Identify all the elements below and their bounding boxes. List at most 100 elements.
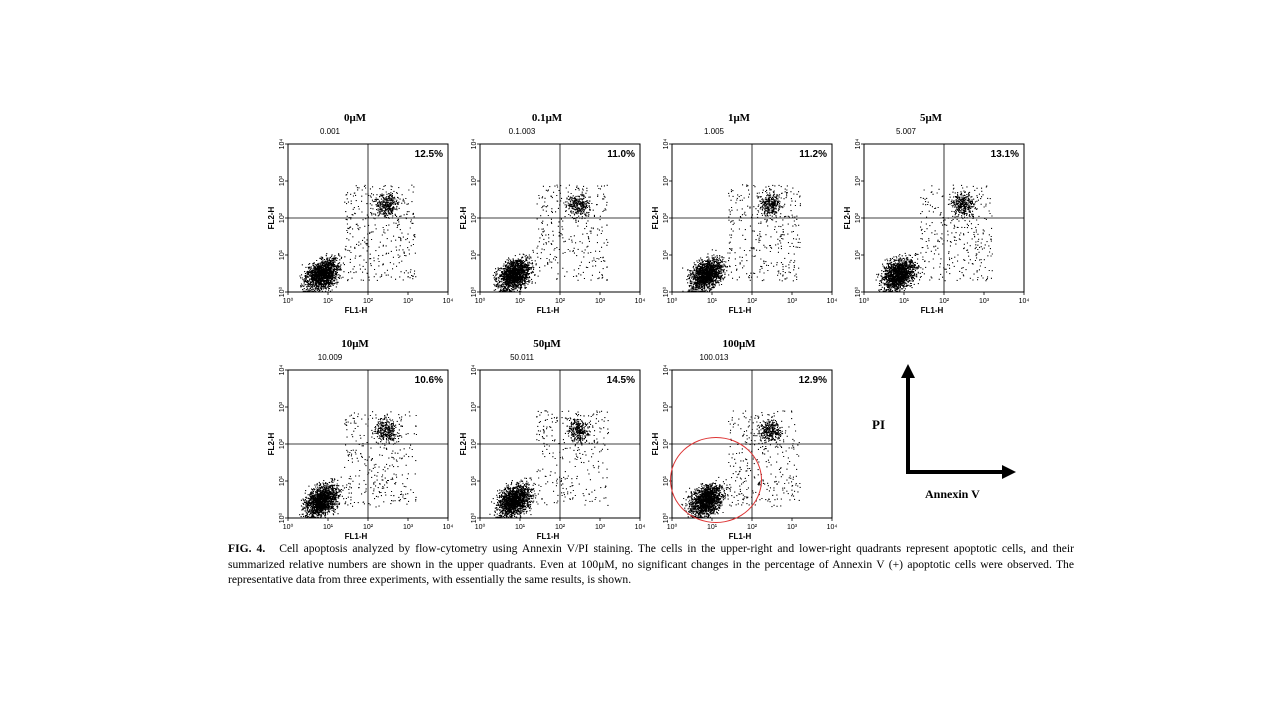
event-dots (299, 411, 417, 518)
x-tick-label: 10² (747, 524, 758, 531)
upper-right-percent: 11.0% (607, 149, 635, 160)
y-tick-label: 10¹ (279, 475, 286, 486)
y-axis-label: FL2-H (459, 432, 468, 455)
scatter-points (299, 411, 417, 518)
scatter-points (489, 410, 609, 518)
upper-right-percent: 12.5% (415, 149, 443, 160)
panel-title: 0.1μM (531, 112, 563, 124)
y-tick-label: 10⁴ (663, 365, 670, 376)
event-dots (682, 184, 801, 292)
y-tick-label: 10¹ (471, 249, 478, 260)
y-tick-label: 10³ (471, 175, 478, 186)
panel-title: 0μM (343, 112, 367, 124)
caption-text: Cell apoptosis analyzed by flow-cytometr… (228, 542, 1075, 586)
x-tick-label: 10⁰ (283, 523, 294, 531)
x-tick-label: 10¹ (323, 524, 334, 531)
x-tick-label: 10³ (403, 298, 414, 305)
y-tick-label: 10⁴ (663, 139, 670, 150)
x-tick-label: 10⁰ (283, 297, 294, 305)
x-tick-label: 10² (747, 298, 758, 305)
flow-panel: 0.1μM 0.1.003 11.0% 10⁰ 10⁰ 10¹ 10¹ 10² 10² 10³ 10… (459, 112, 645, 315)
x-tick-label: 10⁰ (859, 297, 870, 305)
y-tick-label: 10² (279, 438, 286, 449)
x-tick-label: 10³ (403, 524, 414, 531)
y-tick-label: 10² (663, 438, 670, 449)
upper-right-percent: 10.6% (415, 375, 443, 386)
upper-right-percent: 14.5% (607, 375, 635, 386)
y-tick-label: 10⁰ (662, 513, 670, 524)
y-tick-label: 10⁰ (662, 287, 670, 298)
y-tick-label: 10⁰ (470, 287, 478, 298)
y-tick-label: 10⁴ (471, 365, 478, 376)
flow-panel: 5μM 5.007 13.1% 10⁰ 10⁰ 10¹ 10¹ 10² 10² 10³ 10³ 10⁴… (843, 112, 1029, 315)
y-tick-label: 10¹ (663, 475, 670, 486)
y-tick-label: 10³ (663, 401, 670, 412)
panel-title: 1μM (727, 112, 751, 124)
x-axis-label: FL1-H (921, 306, 944, 315)
event-dots (492, 184, 609, 292)
y-tick-label: 10² (471, 212, 478, 223)
y-tick-label: 10¹ (279, 249, 286, 260)
event-dots (299, 184, 417, 292)
x-tick-label: 10⁴ (635, 298, 646, 305)
panel-sample-id: 100.013 (699, 353, 729, 362)
annexin-axis-label: Annexin V (925, 487, 980, 501)
x-tick-label: 10¹ (515, 524, 526, 531)
x-axis-label: FL1-H (345, 532, 368, 541)
scatter-points (682, 184, 801, 292)
x-tick-label: 10⁴ (1019, 298, 1030, 305)
x-tick-label: 10² (939, 298, 950, 305)
scatter-points (492, 184, 609, 292)
y-tick-label: 10⁴ (855, 139, 862, 150)
x-tick-label: 10³ (787, 524, 798, 531)
panel-sample-id: 10.009 (317, 353, 343, 362)
x-tick-label: 10³ (595, 298, 606, 305)
y-tick-label: 10³ (663, 175, 670, 186)
x-tick-label: 10² (555, 524, 566, 531)
y-tick-label: 10² (855, 212, 862, 223)
x-tick-label: 10⁴ (827, 524, 838, 531)
y-axis-label: FL2-H (267, 432, 276, 455)
x-tick-label: 10¹ (707, 524, 718, 531)
x-tick-label: 10⁴ (443, 524, 454, 531)
y-tick-label: 10⁴ (471, 139, 478, 150)
x-tick-label: 10³ (787, 298, 798, 305)
y-tick-label: 10⁰ (278, 513, 286, 524)
y-tick-label: 10³ (471, 401, 478, 412)
upper-right-percent: 12.9% (799, 375, 827, 386)
panel-sample-id: 0.001 (319, 127, 341, 136)
panel-title: 5μM (919, 112, 943, 124)
y-tick-label: 10⁴ (279, 365, 286, 376)
y-tick-label: 10¹ (471, 475, 478, 486)
x-tick-label: 10³ (595, 524, 606, 531)
flow-panel: 50μM 50.011 14.5% 10⁰ 10⁰ 10¹ 10¹ 10² 10² 10³ 10³ 1… (459, 338, 645, 541)
y-axis-label: FL2-H (651, 432, 660, 455)
figure-caption: FIG. 4. Cell apoptosis analyzed by flow-c… (228, 541, 1074, 588)
y-tick-label: 10⁴ (279, 139, 286, 150)
x-tick-label: 10³ (979, 298, 990, 305)
axes-legend-arrows (901, 364, 1016, 479)
y-tick-label: 10² (471, 438, 478, 449)
panel-sample-id: 1.005 (703, 127, 725, 136)
caption-label: FIG. 4. (228, 542, 266, 555)
highlight-circle (670, 437, 762, 523)
panel-sample-id: 50.011 (510, 353, 534, 362)
flow-panel: 0μM 0.001 12.5% 10⁰ 10⁰ 10¹ 10¹ 10² 10² 10³ 10³ 10⁴… (267, 112, 453, 315)
panel-sample-id: 5.007 (895, 127, 917, 136)
y-tick-label: 10² (279, 212, 286, 223)
scatter-points (875, 184, 993, 292)
scatter-points (299, 184, 417, 292)
x-tick-label: 10¹ (515, 298, 526, 305)
y-tick-label: 10¹ (855, 249, 862, 260)
y-tick-label: 10³ (279, 175, 286, 186)
panel-title: 10μM (341, 338, 369, 350)
flow-panel: 10μM 10.009 10.6% 10⁰ 10⁰ 10¹ 10¹ 10² 10² 10³ 10³ 1… (267, 338, 453, 541)
y-axis-label: FL2-H (651, 206, 660, 229)
x-tick-label: 10² (555, 298, 566, 305)
panel-title: 100μM (722, 338, 756, 350)
x-axis-label: FL1-H (537, 306, 560, 315)
